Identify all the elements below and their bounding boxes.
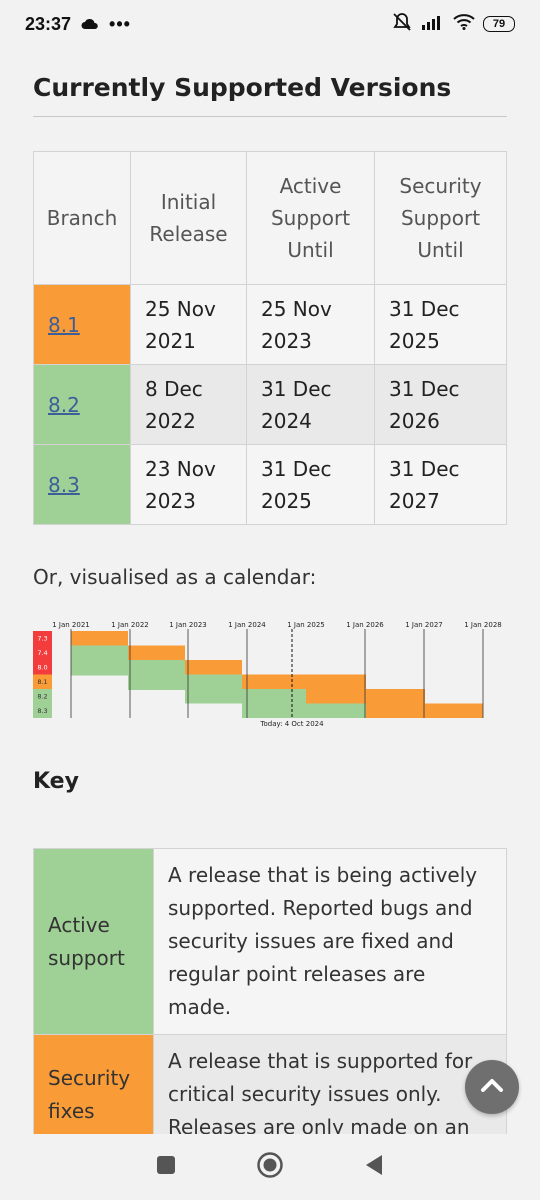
bar-8-2-active-lower: [128, 660, 188, 690]
more-dots-icon: •••: [109, 13, 131, 34]
mute-icon: [391, 12, 413, 37]
bar-8-1-active: [71, 631, 128, 646]
navigation-bar: [0, 1134, 540, 1200]
chevron-up-icon: [480, 1077, 504, 1097]
column-header-security-support: Security Support Until: [374, 151, 507, 285]
page-content[interactable]: Currently Supported Versions Branch Init…: [0, 48, 540, 1134]
branch-label-bg-7-4: [33, 645, 52, 660]
signal-icon: [421, 14, 445, 35]
year-label: 1 Jan 2026: [346, 621, 384, 629]
bar-active-2025: [306, 703, 366, 718]
column-header-initial-release: Initial Release: [130, 151, 247, 285]
initial-release-cell: 25 Nov 2021: [130, 284, 247, 365]
security-support-cell: 31 Dec 2026: [374, 364, 507, 445]
year-label: 1 Jan 2028: [464, 621, 502, 629]
active-support-cell: 31 Dec 2025: [246, 444, 375, 525]
branch-label-bg-8-1: [33, 674, 52, 689]
recents-button[interactable]: [156, 1155, 176, 1179]
year-label: 1 Jan 2025: [287, 621, 325, 629]
back-button[interactable]: [364, 1154, 384, 1180]
bar-security-2025: [306, 689, 366, 704]
cloud-icon: [81, 14, 99, 35]
home-button[interactable]: [256, 1151, 284, 1183]
initial-release-cell: 23 Nov 2023: [130, 444, 247, 525]
table-row: 8.2 8 Dec 2022 31 Dec 2024 31 Dec 2026: [33, 364, 507, 445]
supported-versions-table: Branch Initial Release Active Support Un…: [33, 151, 507, 525]
column-header-branch: Branch: [33, 151, 131, 285]
branch-link-8-1[interactable]: 8.1: [48, 312, 80, 337]
year-label: 1 Jan 2022: [111, 621, 149, 629]
status-time: 23:37: [25, 13, 72, 34]
bar-8-3-security: [185, 660, 242, 675]
release-calendar: 1 Jan 2021 1 Jan 2022 1 Jan 2023 1 Jan 2…: [33, 621, 502, 728]
year-label: 1 Jan 2023: [169, 621, 207, 629]
security-support-cell: 31 Dec 2025: [374, 284, 507, 365]
key-row-security: Security fixes only A release that is su…: [33, 1034, 507, 1134]
active-support-cell: 31 Dec 2024: [246, 364, 375, 445]
branch-label: 8.3: [37, 707, 47, 715]
branch-link-8-2[interactable]: 8.2: [48, 392, 80, 417]
bar-8-1-active-lower: [71, 645, 130, 676]
key-desc-active: A release that is being actively support…: [153, 848, 507, 1035]
table-row: 8.1 25 Nov 2021 25 Nov 2023 31 Dec 2025: [33, 284, 507, 365]
key-desc-security: A release that is supported for critical…: [153, 1034, 507, 1134]
bar-active-2024: [242, 689, 306, 718]
branch-label: 7.3: [37, 635, 47, 643]
branch-label: 8.2: [37, 693, 47, 701]
security-support-cell: 31 Dec 2027: [374, 444, 507, 525]
branch-label-bg-8-0: [33, 660, 52, 675]
today-label: Today: 4 Oct 2024: [259, 720, 324, 728]
key-title: Key: [33, 769, 79, 794]
active-support-cell: 25 Nov 2023: [246, 284, 375, 365]
branch-label: 8.0: [37, 664, 47, 672]
bar-8-3-active: [185, 674, 247, 704]
bar-security-2026: [366, 689, 425, 718]
status-bar: 23:37 ••• 79: [0, 0, 540, 48]
year-label: 1 Jan 2027: [405, 621, 443, 629]
bar-8-2-active: [128, 645, 185, 660]
branch-label-bg-8-2: [33, 689, 52, 704]
branch-label: 7.4: [37, 649, 47, 657]
page-title: Currently Supported Versions: [33, 73, 507, 117]
battery-icon: 79: [483, 16, 515, 32]
scroll-to-top-button[interactable]: [465, 1060, 519, 1114]
key-label-security: Security fixes only: [33, 1034, 154, 1134]
key-label-active: Active support: [33, 848, 154, 1035]
bar-security-2027: [425, 703, 483, 718]
column-header-active-support: Active Support Until: [246, 151, 375, 285]
branch-cell: 8.3: [33, 444, 131, 525]
year-label: 1 Jan 2021: [52, 621, 90, 629]
calendar-intro-text: Or, visualised as a calendar:: [33, 565, 317, 589]
initial-release-cell: 8 Dec 2022: [130, 364, 247, 445]
wifi-icon: [453, 13, 475, 35]
year-label: 1 Jan 2024: [228, 621, 266, 629]
branch-label: 8.1: [37, 678, 47, 686]
key-row-active: Active support A release that is being a…: [33, 848, 507, 1035]
key-table: Active support A release that is being a…: [33, 848, 507, 1134]
branch-label-bg-8-3: [33, 703, 52, 718]
bar-security-2024: [242, 674, 366, 689]
table-row: 8.3 23 Nov 2023 31 Dec 2025 31 Dec 2027: [33, 444, 507, 525]
branch-label-bg-7-3: [33, 631, 52, 646]
branch-link-8-3[interactable]: 8.3: [48, 472, 80, 497]
branch-cell: 8.2: [33, 364, 131, 445]
branch-cell: 8.1: [33, 284, 131, 365]
